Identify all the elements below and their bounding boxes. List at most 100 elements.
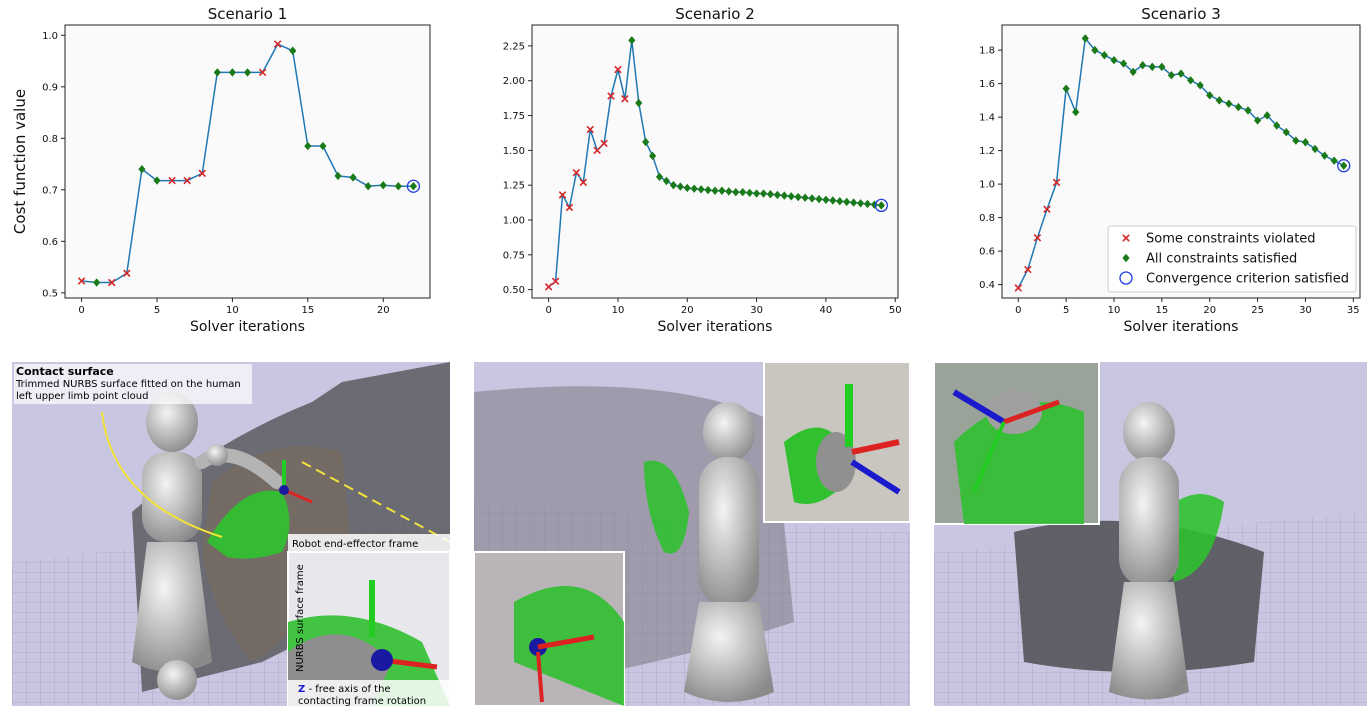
y-tick-label: 1.0	[42, 31, 58, 42]
y-tick-label: 0.6	[979, 247, 995, 258]
y-axis-label: Cost function value	[11, 89, 29, 234]
satisfied-point	[334, 171, 342, 181]
inset-z-axis	[371, 649, 393, 671]
satisfied-point	[836, 196, 844, 206]
satisfied-point	[635, 98, 643, 108]
satisfied-point	[856, 199, 865, 208]
x-tick-label: 25	[1251, 305, 1264, 316]
legend-marker-violated	[1122, 234, 1130, 242]
satisfied-point	[739, 187, 747, 197]
y-tick-label: 1.0	[979, 180, 995, 191]
satisfied-point	[759, 189, 768, 198]
y-tick-label: 0.50	[503, 285, 525, 296]
satisfied-point	[1186, 76, 1195, 85]
chart-title: Scenario 2	[675, 5, 755, 23]
x-tick-label: 50	[889, 305, 902, 316]
violated-point	[1024, 265, 1032, 274]
satisfied-point	[822, 195, 830, 205]
violated-point	[168, 176, 176, 185]
satisfied-point	[690, 184, 698, 193]
satisfied-point	[1234, 102, 1243, 112]
satisfied-point	[1119, 59, 1128, 68]
satisfied-point	[766, 190, 775, 199]
x-axis-label: Solver iterations	[190, 319, 305, 335]
satisfied-point	[752, 189, 761, 198]
z-axis-note-2: contacting frame rotation	[298, 696, 426, 706]
y-tick-label: 0.6	[42, 237, 58, 248]
violated-point	[586, 125, 594, 134]
convergence-point	[1337, 159, 1351, 173]
convergence-point	[406, 179, 421, 193]
satisfied-point	[780, 191, 788, 200]
satisfied-point	[153, 176, 161, 185]
satisfied-point	[863, 199, 872, 209]
scenario-2-photo	[474, 362, 910, 706]
satisfied-point	[1292, 136, 1300, 145]
violated-point	[198, 169, 207, 178]
satisfied-point	[1263, 111, 1271, 120]
satisfied-point	[1110, 55, 1118, 65]
nurbs-frame-label: NURBS surface frame	[295, 564, 306, 672]
violated-point	[544, 283, 553, 291]
end-effector-label: Robot end-effector frame	[292, 539, 418, 550]
z-axis-note: Z - free axis of the	[298, 684, 391, 695]
satisfied-point	[662, 176, 671, 186]
satisfied-point	[1072, 107, 1080, 117]
x-tick-label: 20	[1203, 305, 1216, 316]
satisfied-point	[1167, 71, 1176, 80]
satisfied-point	[732, 187, 740, 197]
satisfied-point	[138, 165, 146, 174]
x-axis-label: Solver iterations	[658, 319, 773, 335]
y-tick-label: 1.00	[503, 216, 525, 227]
violated-point	[183, 176, 191, 185]
satisfied-point	[711, 186, 719, 195]
scenario-1-photo: Contact surface Trimmed NURBS surface fi…	[12, 362, 450, 706]
satisfied-point	[1301, 138, 1310, 147]
violated-point	[258, 68, 267, 77]
satisfied-point	[379, 180, 387, 190]
violated-point	[1014, 284, 1023, 292]
x-tick-label: 10	[226, 305, 239, 316]
end-effector-axes	[279, 460, 313, 504]
chart-title: Scenario 3	[1141, 5, 1221, 23]
plot-frame	[64, 24, 431, 299]
violated-point	[77, 277, 86, 285]
satisfied-point	[801, 193, 809, 202]
satisfied-point	[794, 192, 802, 202]
violated-point	[572, 168, 581, 177]
violated-point	[579, 178, 588, 187]
convergence-point	[874, 198, 889, 213]
scenario-3-photo	[934, 362, 1367, 706]
violated-point	[600, 139, 608, 148]
violated-point	[1043, 205, 1051, 213]
satisfied-point	[1148, 62, 1156, 72]
contact-surface-patch	[207, 490, 290, 559]
violated-point	[558, 191, 567, 199]
y-tick-label: 1.6	[979, 79, 995, 90]
y-tick-label: 1.50	[503, 146, 525, 157]
y-tick-label: 1.8	[979, 46, 995, 57]
scenario-charts: Scenario 1 Solver iterations Cost function…	[11, 5, 1361, 335]
satisfied-point	[1091, 45, 1099, 55]
satisfied-point	[1129, 67, 1137, 77]
robot-figure	[1109, 402, 1189, 700]
satisfied-point	[1320, 151, 1329, 160]
satisfied-point	[704, 185, 712, 195]
satisfied-point	[1340, 161, 1348, 170]
y-tick-label: 0.9	[42, 82, 58, 93]
satisfied-point	[649, 151, 657, 161]
satisfied-point	[1158, 62, 1166, 72]
satisfied-point	[93, 278, 101, 287]
contact-surface-title: Contact surface	[16, 365, 114, 378]
satisfied-point	[409, 182, 418, 191]
y-tick-label: 0.4	[979, 280, 995, 291]
contact-surface-desc-2: left upper limb point cloud	[16, 391, 148, 402]
satisfied-point	[319, 141, 327, 151]
satisfied-point	[642, 137, 650, 147]
satisfied-point	[787, 192, 795, 201]
satisfied-point	[1081, 34, 1089, 43]
x-tick-label: 0	[545, 305, 551, 316]
satisfied-point	[655, 172, 664, 182]
plot-frame	[531, 24, 899, 299]
satisfied-point	[1062, 84, 1070, 93]
